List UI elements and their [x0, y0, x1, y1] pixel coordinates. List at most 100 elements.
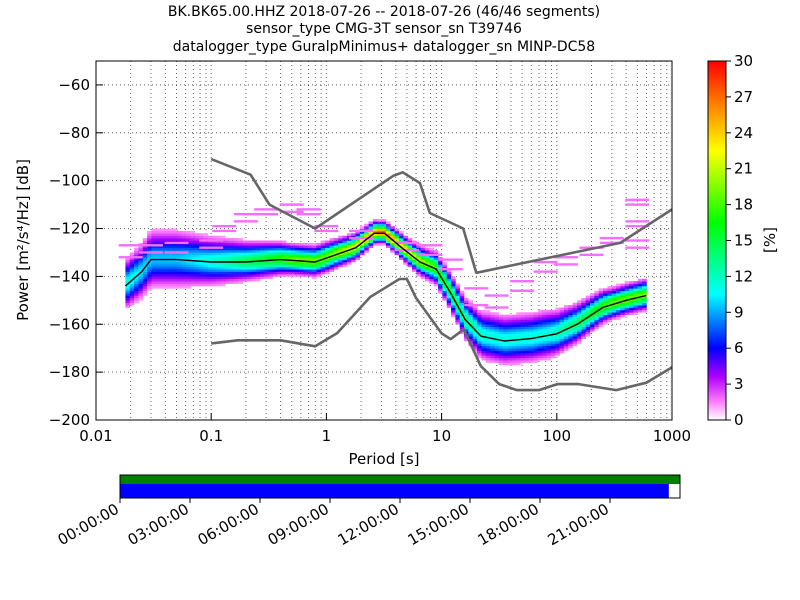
x-tick-label: 1: [322, 427, 332, 445]
heatmap-cell: [633, 309, 639, 313]
heatmap-cell: [212, 235, 217, 239]
heatmap-cell: [220, 259, 226, 263]
heatmap-cell: [255, 266, 261, 270]
heatmap-cell: [533, 355, 539, 359]
heatmap-cell: [472, 309, 478, 313]
heatmap-cell: [173, 269, 178, 272]
heatmap-cell: [416, 254, 421, 258]
heatmap-cell: [329, 238, 335, 241]
heatmap-cell: [455, 295, 461, 299]
heatmap-cell: [164, 285, 170, 289]
heatmap-cell: [555, 317, 560, 320]
heatmap-cell: [516, 314, 521, 318]
heatmap-cell: [255, 276, 261, 280]
heatmap-cell: [637, 283, 643, 287]
heatmap-cell: [572, 309, 578, 313]
heatmap-cell: [199, 264, 204, 268]
heatmap-cell: [147, 274, 152, 277]
heatmap-cell: [559, 345, 565, 349]
heatmap-cell: [220, 271, 226, 275]
heatmap-cell: [299, 252, 304, 256]
heatmap-cell: [459, 319, 465, 323]
heatmap-cell: [481, 348, 487, 351]
heatmap-cell: [246, 254, 252, 258]
heatmap-cell: [568, 321, 573, 325]
heatmap-cell: [177, 269, 183, 272]
heatmap-cell: [251, 278, 256, 282]
heatmap-cell: [177, 257, 183, 260]
heatmap-cell: [442, 262, 448, 265]
heatmap-cell: [398, 233, 404, 237]
heatmap-cell: [425, 254, 430, 258]
heatmap-cell: [438, 283, 443, 287]
heatmap-cell: [333, 259, 339, 263]
heatmap-cell: [520, 355, 526, 359]
heatmap-cell: [498, 341, 504, 344]
heatmap-cell: [355, 252, 361, 256]
heatmap-cell: [585, 295, 591, 299]
heatmap-cell: [312, 252, 317, 256]
heatmap-cell: [459, 295, 465, 299]
heatmap-cell: [550, 329, 556, 332]
heatmap-cell: [581, 317, 586, 320]
heatmap-cell: [233, 266, 239, 270]
heatmap-cell: [438, 262, 443, 265]
heatmap-cell: [629, 312, 634, 315]
heatmap-cell: [294, 250, 300, 253]
heatmap-cell: [286, 269, 291, 272]
heatmap-cell: [537, 338, 543, 342]
heatmap-cell: [129, 281, 135, 284]
heatmap-cell: [407, 257, 413, 260]
timeline-tick-label: 00:00:00: [55, 500, 122, 549]
heatmap-cell: [177, 254, 183, 258]
heatmap-cell: [303, 245, 309, 248]
heatmap-cell: [129, 262, 135, 265]
heatmap-cell: [264, 266, 269, 270]
heatmap-cell: [173, 235, 178, 239]
heatmap-cell: [485, 331, 491, 335]
heatmap-cell: [194, 247, 200, 251]
heatmap-cell: [546, 345, 552, 349]
heatmap-cell: [138, 278, 144, 282]
heatmap-cell: [394, 252, 400, 256]
heatmap-cell: [537, 333, 543, 337]
heatmap-cell: [377, 223, 382, 227]
heatmap-cell: [594, 324, 599, 327]
heatmap-cell: [173, 245, 178, 248]
heatmap-cell: [190, 250, 196, 253]
heatmap-cell: [425, 257, 430, 260]
heatmap-cell: [633, 302, 639, 306]
colorbar-tick-label: 0: [734, 411, 744, 429]
heatmap-cell: [616, 317, 621, 320]
heatmap-cell: [303, 266, 309, 270]
heatmap-cell: [364, 223, 369, 227]
heatmap-cell: [338, 257, 343, 260]
heatmap-cell: [155, 252, 161, 256]
heatmap-cell: [598, 312, 604, 315]
heatmap-cell: [446, 274, 452, 277]
heatmap-cell: [329, 264, 335, 268]
heatmap-cell: [542, 348, 547, 351]
heatmap-cell: [481, 345, 487, 349]
heatmap-cell: [629, 305, 634, 308]
heatmap-cell: [433, 281, 439, 284]
heatmap-cell: [433, 259, 439, 263]
heatmap-cell: [516, 345, 521, 349]
heatmap-cell: [537, 317, 543, 320]
heatmap-cell: [290, 252, 296, 256]
heatmap-cell: [355, 247, 361, 251]
heatmap-cell: [225, 238, 230, 241]
heatmap-cell: [260, 254, 265, 258]
heatmap-cell: [233, 269, 239, 272]
heatmap-cell: [220, 264, 226, 268]
heatmap-cell: [581, 321, 586, 325]
heatmap-cell: [181, 252, 187, 256]
heatmap-cell: [529, 331, 534, 335]
heatmap-cell: [490, 314, 495, 318]
heatmap-cell: [299, 254, 304, 258]
heatmap-cell: [550, 352, 556, 356]
heatmap-cell: [589, 314, 595, 318]
heatmap-cell: [307, 266, 313, 270]
heatmap-cell: [468, 329, 474, 332]
heatmap-cell: [251, 271, 256, 275]
